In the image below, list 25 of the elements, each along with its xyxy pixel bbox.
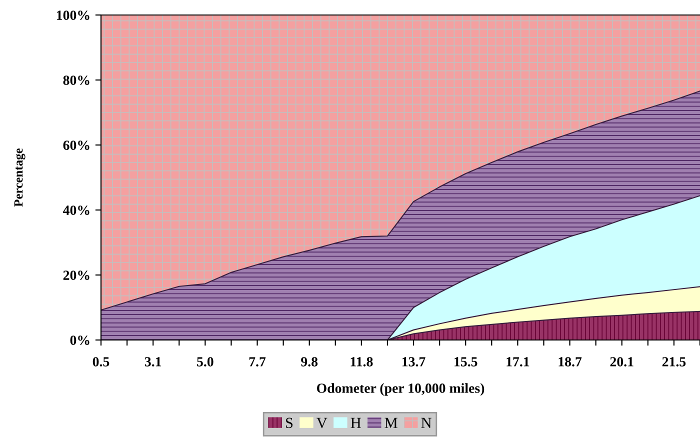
y-axis-title: Percentage [14, 148, 26, 207]
y-tick-label: 60% [63, 140, 90, 150]
x-tick-label: 11.8 [350, 357, 373, 366]
x-axis-title: Odometer (per 10,000 miles) [316, 383, 484, 396]
legend-label: S [286, 418, 293, 428]
x-tick-label: 13.7 [402, 357, 426, 366]
x-tick-label: 18.7 [558, 357, 582, 366]
x-tick-label: 0.5 [92, 357, 110, 366]
legend-label: H [350, 418, 361, 428]
x-tick-label: 20.1 [610, 357, 634, 366]
x-tick-label: 15.5 [454, 357, 478, 366]
x-tick-label: 7.7 [249, 357, 266, 366]
x-tick-label: 5.0 [197, 357, 214, 366]
y-tick-label: 40% [62, 206, 90, 215]
y-tick-label: 80% [63, 76, 90, 85]
legend-label: M [384, 418, 398, 428]
x-tick-label: 21.5 [662, 357, 686, 366]
y-tick-label: 100% [56, 10, 90, 20]
y-tick-label: 20% [63, 270, 90, 280]
x-tick-label: 3.1 [144, 357, 162, 366]
legend-label: N [421, 418, 432, 428]
x-tick-label: 17.1 [506, 357, 530, 366]
y-tick-label: 0% [70, 336, 90, 345]
x-tick-label: 9.8 [301, 357, 318, 366]
legend-label: V [316, 418, 328, 428]
